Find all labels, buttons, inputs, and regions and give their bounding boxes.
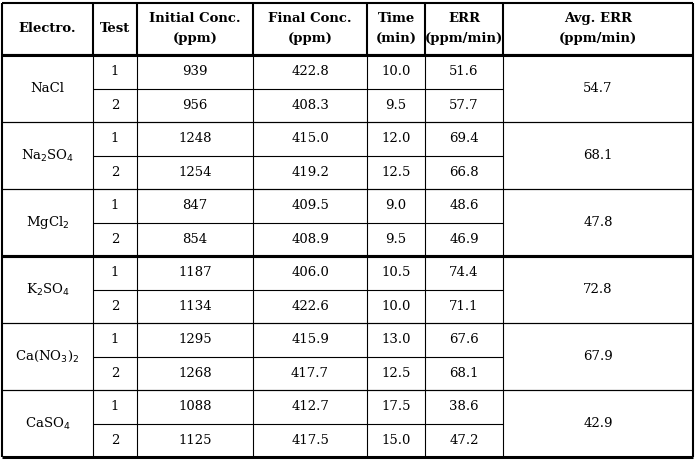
Text: 66.8: 66.8 <box>449 166 479 179</box>
Text: 17.5: 17.5 <box>382 400 411 413</box>
Text: Test: Test <box>100 23 130 36</box>
Text: 2: 2 <box>111 434 119 447</box>
Text: 57.7: 57.7 <box>449 99 479 112</box>
Text: 10.5: 10.5 <box>382 266 411 279</box>
Text: CaSO$_4$: CaSO$_4$ <box>25 415 70 432</box>
Text: (ppm): (ppm) <box>173 32 218 45</box>
Text: 1: 1 <box>111 266 119 279</box>
Text: 2: 2 <box>111 99 119 112</box>
Text: 854: 854 <box>183 233 208 246</box>
Text: MgCl$_2$: MgCl$_2$ <box>26 214 69 231</box>
Text: 408.9: 408.9 <box>291 233 329 246</box>
Text: 68.1: 68.1 <box>583 149 612 162</box>
Text: 9.5: 9.5 <box>386 233 407 246</box>
Text: 1134: 1134 <box>178 300 212 313</box>
Text: 1248: 1248 <box>178 132 211 145</box>
Text: (ppm): (ppm) <box>288 32 332 45</box>
Text: 38.6: 38.6 <box>449 400 479 413</box>
Text: Time: Time <box>377 12 414 25</box>
Text: 12.5: 12.5 <box>382 166 411 179</box>
Text: 1: 1 <box>111 132 119 145</box>
Text: 1187: 1187 <box>178 266 212 279</box>
Text: 74.4: 74.4 <box>449 266 479 279</box>
Text: 10.0: 10.0 <box>382 65 411 78</box>
Text: 847: 847 <box>183 199 208 212</box>
Text: 1295: 1295 <box>178 333 212 346</box>
Text: 417.7: 417.7 <box>291 367 329 380</box>
Text: 51.6: 51.6 <box>449 65 479 78</box>
Text: (min): (min) <box>375 32 416 45</box>
Text: Final Conc.: Final Conc. <box>268 12 352 25</box>
Text: Ca(NO$_3$)$_2$: Ca(NO$_3$)$_2$ <box>15 349 80 364</box>
Text: 68.1: 68.1 <box>449 367 479 380</box>
Text: 412.7: 412.7 <box>291 400 329 413</box>
Text: 1: 1 <box>111 400 119 413</box>
Text: 1268: 1268 <box>178 367 212 380</box>
Text: 422.6: 422.6 <box>291 300 329 313</box>
Text: (ppm/min): (ppm/min) <box>559 32 637 45</box>
Text: Electro.: Electro. <box>19 23 76 36</box>
Text: 46.9: 46.9 <box>449 233 479 246</box>
Text: 2: 2 <box>111 233 119 246</box>
Text: 2: 2 <box>111 367 119 380</box>
Text: 48.6: 48.6 <box>449 199 479 212</box>
Text: 939: 939 <box>182 65 208 78</box>
Text: Avg. ERR: Avg. ERR <box>564 12 632 25</box>
Text: 406.0: 406.0 <box>291 266 329 279</box>
Text: (ppm/min): (ppm/min) <box>425 32 503 45</box>
Text: 9.0: 9.0 <box>386 199 407 212</box>
Text: 956: 956 <box>182 99 208 112</box>
Text: 13.0: 13.0 <box>382 333 411 346</box>
Text: 72.8: 72.8 <box>583 283 612 296</box>
Text: 47.8: 47.8 <box>583 216 612 229</box>
Text: 1088: 1088 <box>178 400 211 413</box>
Text: 69.4: 69.4 <box>449 132 479 145</box>
Text: 422.8: 422.8 <box>291 65 329 78</box>
Text: 408.3: 408.3 <box>291 99 329 112</box>
Text: 419.2: 419.2 <box>291 166 329 179</box>
Text: 2: 2 <box>111 300 119 313</box>
Text: ERR: ERR <box>448 12 480 25</box>
Text: 10.0: 10.0 <box>382 300 411 313</box>
Text: 15.0: 15.0 <box>382 434 411 447</box>
Text: 67.6: 67.6 <box>449 333 479 346</box>
Text: Initial Conc.: Initial Conc. <box>149 12 241 25</box>
Text: 2: 2 <box>111 166 119 179</box>
Text: 42.9: 42.9 <box>583 417 612 430</box>
Text: 12.0: 12.0 <box>382 132 411 145</box>
Text: 409.5: 409.5 <box>291 199 329 212</box>
Text: 415.0: 415.0 <box>291 132 329 145</box>
Text: 417.5: 417.5 <box>291 434 329 447</box>
Text: 67.9: 67.9 <box>583 350 613 363</box>
Text: NaCl: NaCl <box>31 82 64 95</box>
Text: 1254: 1254 <box>178 166 211 179</box>
Text: Na$_2$SO$_4$: Na$_2$SO$_4$ <box>21 147 74 164</box>
Text: 1: 1 <box>111 199 119 212</box>
Text: 47.2: 47.2 <box>449 434 479 447</box>
Text: 1: 1 <box>111 65 119 78</box>
Text: 1: 1 <box>111 333 119 346</box>
Text: 12.5: 12.5 <box>382 367 411 380</box>
Text: 415.9: 415.9 <box>291 333 329 346</box>
Text: 71.1: 71.1 <box>449 300 479 313</box>
Text: 54.7: 54.7 <box>583 82 612 95</box>
Text: 1125: 1125 <box>178 434 211 447</box>
Text: 9.5: 9.5 <box>386 99 407 112</box>
Text: K$_2$SO$_4$: K$_2$SO$_4$ <box>26 281 69 298</box>
